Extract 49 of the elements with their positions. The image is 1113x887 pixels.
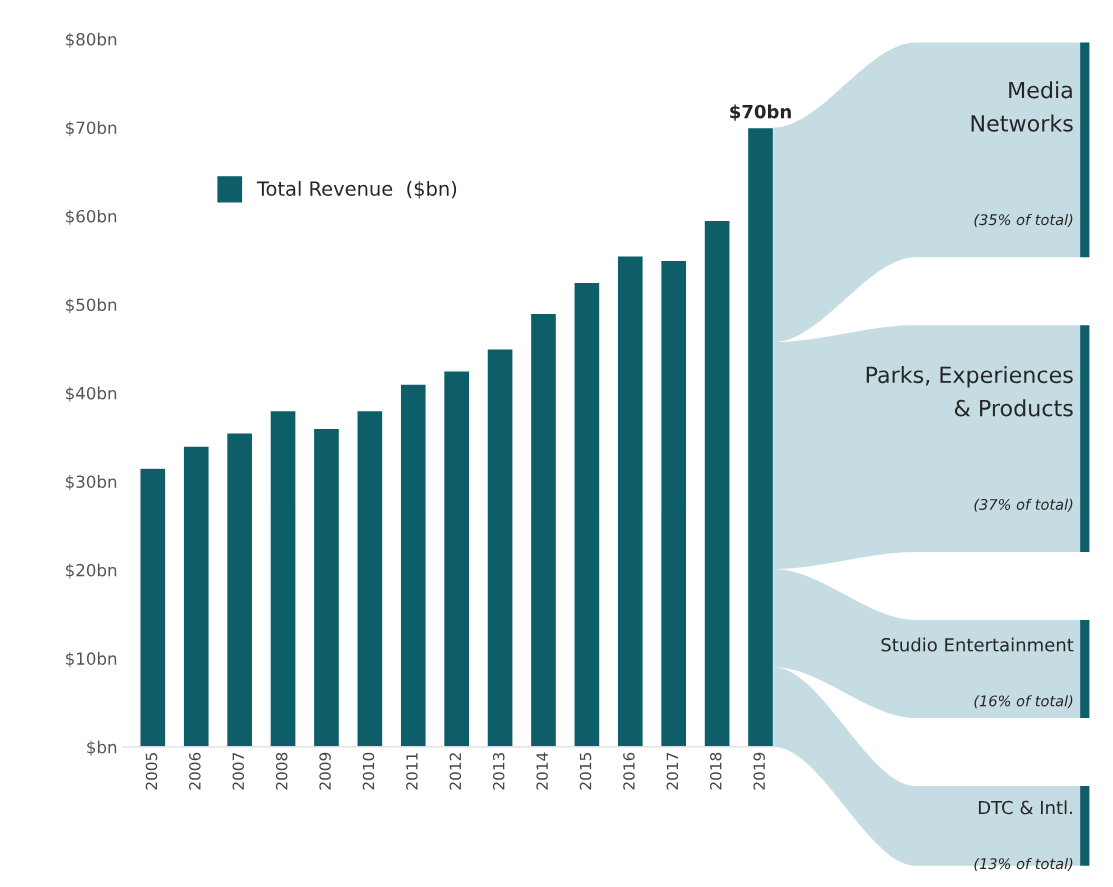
x-tick-label: 2005 <box>145 753 158 790</box>
data-label: (13% of total) <box>974 857 1073 871</box>
x-tick-label: 2018 <box>709 752 722 790</box>
x-tick-label: 2010 <box>362 752 375 790</box>
bar <box>399 383 427 747</box>
bar <box>486 348 514 747</box>
category-label: DTC & Intl. <box>978 800 1072 815</box>
category-label: Media Networks <box>971 81 1073 132</box>
data-label: $70bn <box>730 104 791 121</box>
x-tick-label: 2011 <box>406 753 418 790</box>
x-tick-label: 2009 <box>319 752 331 790</box>
y-tick-label: $80bn <box>66 32 117 48</box>
y-tick-label: $70bn <box>66 121 117 137</box>
bar <box>442 370 471 747</box>
x-tick-label: 2008 <box>275 752 288 790</box>
x-tick-label: 2019 <box>753 752 765 790</box>
y-tick-label: $60bn <box>66 209 117 225</box>
bar <box>529 312 558 747</box>
bar <box>312 427 341 747</box>
y-tick-label: $50bn <box>66 298 117 314</box>
x-tick-label: 2013 <box>492 752 505 790</box>
data-label: (37% of total) <box>974 498 1073 512</box>
y-tick-label: $bn <box>87 740 117 756</box>
bar <box>659 259 688 747</box>
bar <box>703 219 731 747</box>
category-label: Parks, Experiences & Products <box>866 365 1073 417</box>
bar <box>225 432 254 747</box>
legend-label: Total Revenue ($bn) <box>256 180 457 199</box>
bar <box>139 467 167 747</box>
category-label: Studio Entertainment <box>881 637 1074 652</box>
y-tick-label: $30bn <box>66 475 117 491</box>
bar <box>616 255 645 747</box>
bar <box>573 281 601 747</box>
x-tick-label: 2016 <box>623 752 635 790</box>
x-tick-label: 2006 <box>189 752 201 790</box>
data-label: (16% of total) <box>974 695 1073 709</box>
y-tick-label: $10bn <box>66 652 117 668</box>
bar <box>182 445 210 747</box>
bar <box>269 409 297 747</box>
x-tick-label: 2015 <box>579 753 592 790</box>
y-tick-label: $20bn <box>66 563 117 579</box>
x-tick-label: 2012 <box>449 753 462 790</box>
x-tick-label: 2014 <box>536 752 548 790</box>
y-tick-label: $40bn <box>66 386 117 402</box>
x-tick-label: 2017 <box>666 753 679 790</box>
x-tick-label: 2007 <box>232 753 245 790</box>
data-label: (35% of total) <box>974 213 1073 227</box>
bar <box>746 126 774 747</box>
bar <box>356 409 384 747</box>
